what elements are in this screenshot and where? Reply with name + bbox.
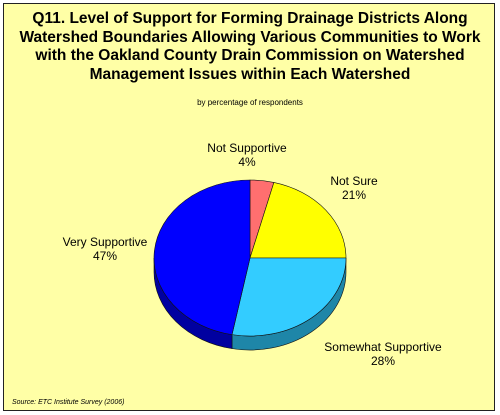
slice-label: Somewhat Supportive (324, 340, 442, 354)
slice-label: Not Supportive (207, 141, 287, 155)
slice-value-label: 28% (371, 354, 395, 368)
slice-label: Not Sure (330, 174, 378, 188)
slice-label: Very Supportive (63, 235, 148, 249)
chart-title: Q11. Level of Support for Forming Draina… (19, 10, 481, 83)
pie-slice-not-sure (249, 182, 347, 259)
slice-value-label: 4% (238, 155, 256, 169)
pie-slice-somewhat-supportive (231, 257, 347, 337)
slice-value-label: 47% (93, 249, 117, 263)
slice-value-label: 21% (342, 188, 366, 202)
chart-source: Source: ETC Institute Survey (2006) (12, 399, 125, 406)
pie-slice-very-supportive (153, 179, 251, 335)
chart-subtitle: by percentage of respondents (197, 98, 303, 107)
